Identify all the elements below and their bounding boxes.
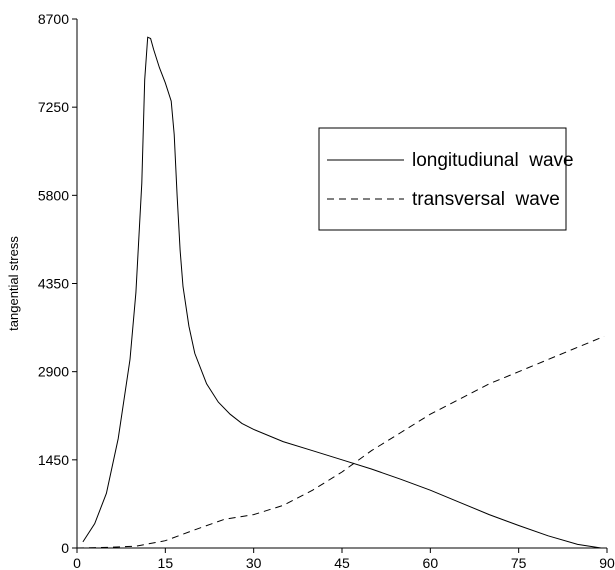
series-line-transversal-wave bbox=[76, 335, 605, 549]
legend: longitudiunal wave transversal wave bbox=[318, 127, 574, 231]
x-tick-label: 60 bbox=[423, 555, 439, 570]
series-line-longitudinal-wave bbox=[82, 36, 602, 549]
y-tick-label: 5800 bbox=[38, 187, 69, 203]
y-tick-label: 8700 bbox=[38, 11, 69, 27]
plot-area: 0 1450 2900 4350 5800 7250 8700 0 15 30 45 60 75 90 ta… bbox=[6, 11, 615, 570]
legend-label: longitudiunal wave bbox=[412, 150, 574, 171]
x-tick-label: 45 bbox=[334, 555, 350, 570]
y-tick-label: 2900 bbox=[38, 364, 69, 380]
y-tick-label: 0 bbox=[61, 540, 69, 556]
y-tick-label: 4350 bbox=[38, 276, 69, 292]
y-tick-label: 1450 bbox=[38, 452, 69, 468]
y-axis-title: tangential stress bbox=[6, 236, 21, 331]
legend-label: transversal wave bbox=[412, 189, 560, 210]
y-tick-label: 7250 bbox=[38, 99, 69, 115]
x-tick-label: 15 bbox=[158, 555, 174, 570]
x-tick-label: 30 bbox=[246, 555, 262, 570]
legend-box bbox=[318, 127, 567, 231]
x-tick-label: 75 bbox=[511, 555, 527, 570]
x-tick-label: 0 bbox=[73, 555, 81, 570]
x-tick-label: 90 bbox=[599, 555, 615, 570]
